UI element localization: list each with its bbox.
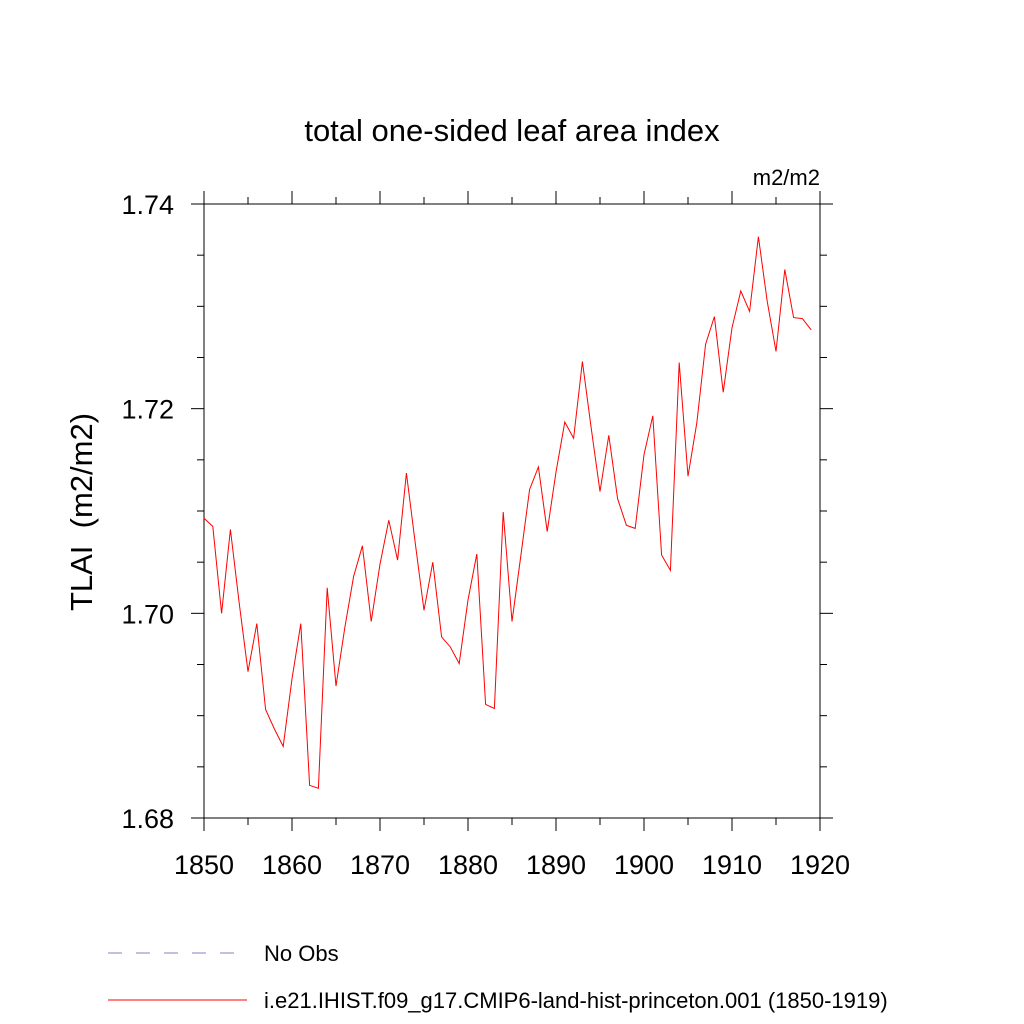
legend-label: i.e21.IHIST.f09_g17.CMIP6-land-hist-prin…: [264, 988, 888, 1013]
axis-ticks: [191, 191, 833, 831]
series-lines: [203, 236, 812, 789]
series-line: [203, 236, 812, 789]
y-tick-label: 1.70: [121, 599, 174, 629]
x-tick-label: 1890: [526, 850, 586, 880]
x-tick-label: 1910: [702, 850, 762, 880]
tick-labels: 1850 1860 1870 1880 1890 1900 1910 1920 1.68 1.70…: [121, 190, 850, 880]
x-tick-label: 1920: [790, 850, 850, 880]
plot-frame: [203, 203, 821, 819]
legend: No Obs i.e21.IHIST.f09_g17.CMIP6-land-his…: [108, 941, 888, 1013]
legend-label: No Obs: [264, 941, 339, 966]
x-tick-label: 1860: [262, 850, 322, 880]
x-tick-label: 1900: [614, 850, 674, 880]
units-label: m2/m2: [753, 165, 820, 190]
chart-title: total one-sided leaf area index: [304, 113, 720, 148]
y-tick-label: 1.74: [121, 190, 174, 220]
x-tick-label: 1870: [350, 850, 410, 880]
y-tick-label: 1.68: [121, 804, 174, 834]
x-tick-label: 1850: [174, 850, 234, 880]
y-axis-label: TLAI (m2/m2): [64, 413, 99, 611]
y-tick-label: 1.72: [121, 395, 174, 425]
x-tick-label: 1880: [438, 850, 498, 880]
